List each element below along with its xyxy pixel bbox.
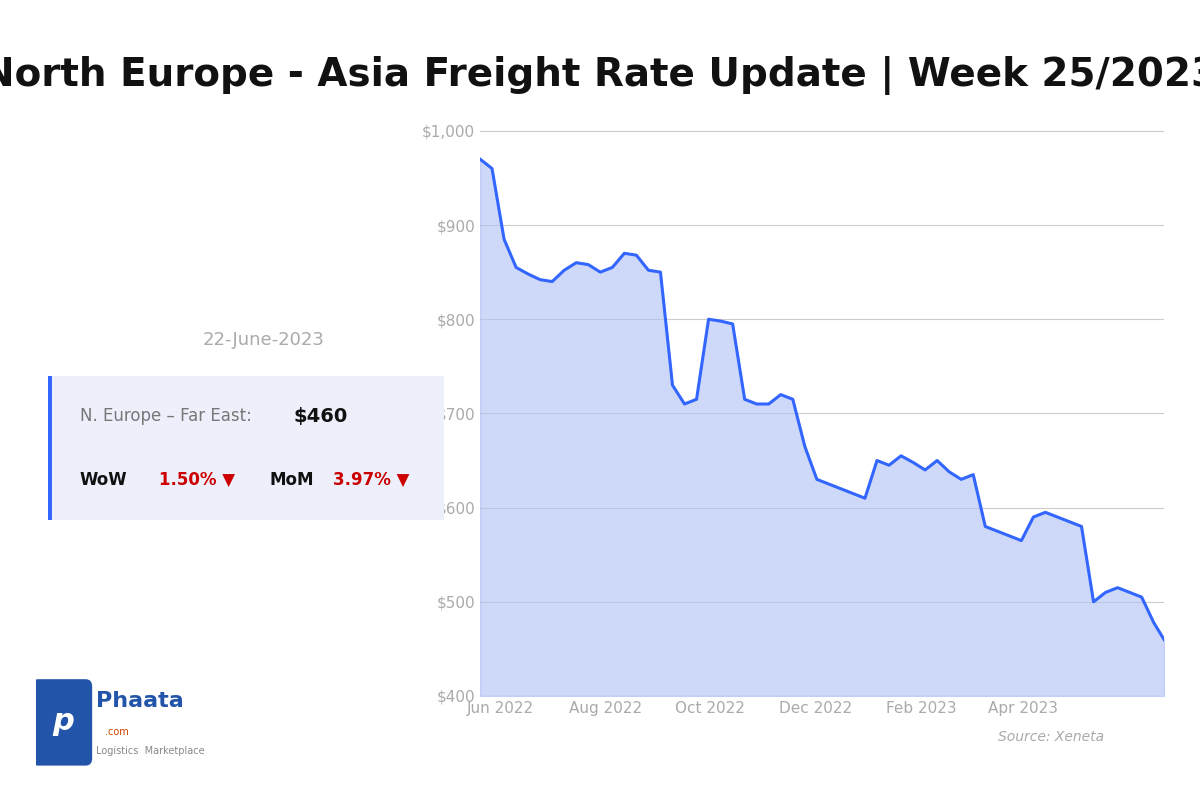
Text: North Europe - Asia Freight Rate Update | Week 25/2023: North Europe - Asia Freight Rate Update … — [0, 56, 1200, 95]
Text: p: p — [52, 706, 74, 736]
Text: $460: $460 — [294, 407, 348, 426]
Text: Source: Xeneta: Source: Xeneta — [998, 730, 1104, 744]
Text: MoM: MoM — [270, 470, 314, 489]
FancyBboxPatch shape — [31, 679, 92, 766]
Text: Logistics  Marketplace: Logistics Marketplace — [96, 746, 205, 756]
Text: .com: .com — [106, 727, 128, 737]
Text: 1.50% ▼: 1.50% ▼ — [158, 470, 235, 489]
Text: 3.97% ▼: 3.97% ▼ — [334, 470, 409, 489]
Text: WoW: WoW — [79, 470, 127, 489]
Text: 22-June-2023: 22-June-2023 — [203, 331, 325, 349]
Text: N. Europe – Far East:: N. Europe – Far East: — [79, 407, 252, 426]
Text: Phaata: Phaata — [96, 691, 185, 711]
